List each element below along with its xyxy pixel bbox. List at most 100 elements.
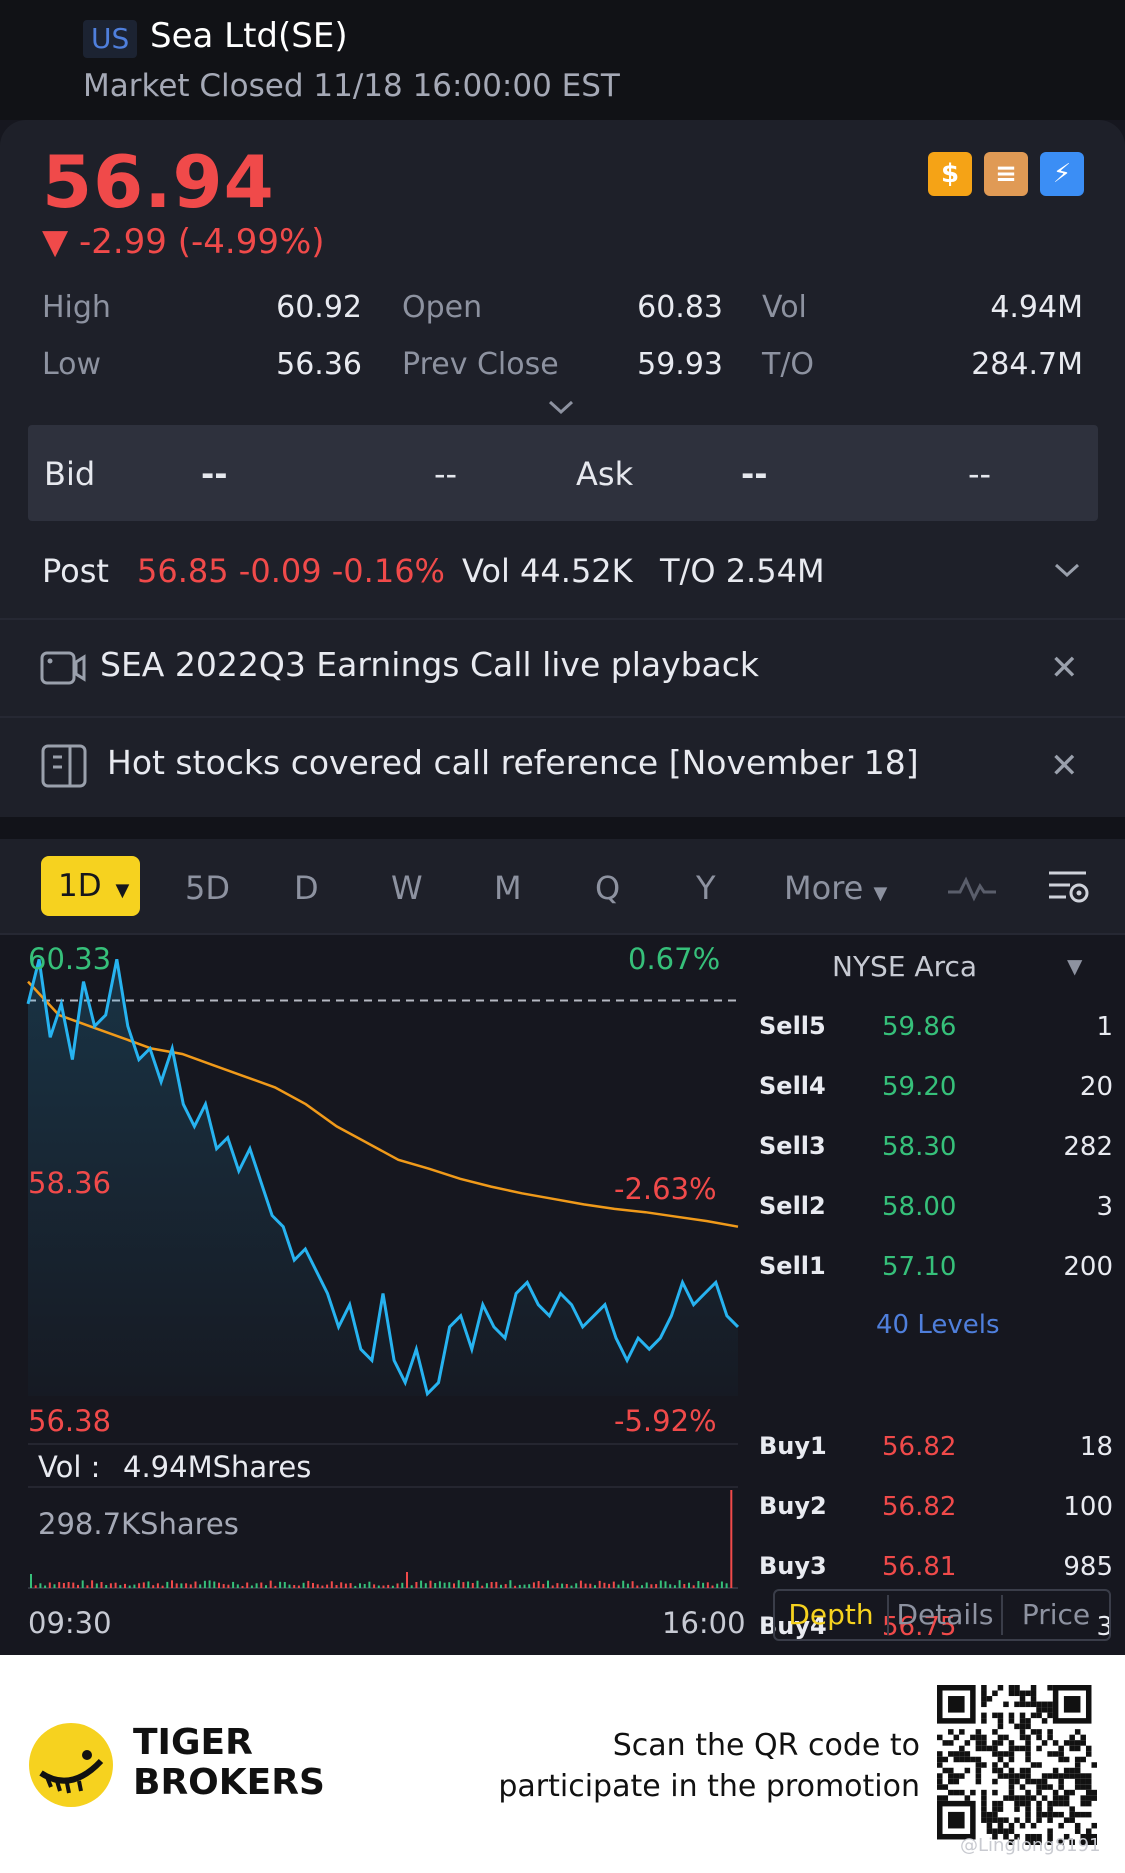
volume-bar — [246, 1582, 249, 1588]
price-area-fill — [28, 959, 738, 1396]
period-tab-q[interactable]: Q — [595, 869, 621, 907]
buy-level[interactable]: Buy4 56.75 3 — [745, 1612, 1125, 1652]
watermark: @Linglong8191 — [960, 1835, 1101, 1856]
level-price: 59.86 — [882, 1012, 957, 1042]
notice-earnings-call[interactable]: SEA 2022Q3 Earnings Call live playback ✕ — [0, 620, 1125, 716]
volume-bar — [589, 1583, 592, 1588]
tab-price[interactable]: Price — [1021, 1598, 1091, 1631]
volume-bar — [641, 1585, 643, 1588]
level-qty: 3 — [1096, 1612, 1113, 1642]
turnover-label: T/O — [762, 347, 815, 382]
post-market-row[interactable]: Post 56.85 -0.09 -0.16% Vol 44.52K T/O 2… — [0, 525, 1125, 620]
period-selector: 1D ▼ 5D D W M Q Y More ▼ — [0, 839, 1125, 934]
sell-level[interactable]: Sell2 58.00 3 — [745, 1192, 1125, 1232]
price-chart-svg — [26, 958, 740, 1589]
volume-bar — [420, 1580, 423, 1588]
sell-level[interactable]: Sell1 57.10 200 — [745, 1252, 1125, 1292]
volume-bar — [438, 1581, 441, 1588]
volume-bar — [241, 1586, 244, 1588]
volume-bar — [232, 1581, 235, 1588]
brand-line-2: BROKERS — [133, 1762, 325, 1803]
volume-bar — [523, 1584, 526, 1588]
period-label: 1D — [58, 868, 102, 904]
period-tab-1d[interactable]: 1D ▼ — [41, 856, 140, 916]
level-qty: 18 — [1079, 1432, 1113, 1462]
volume-bar — [194, 1581, 197, 1588]
sell-level[interactable]: Sell5 59.86 1 — [745, 1012, 1125, 1052]
volume-bar — [189, 1584, 192, 1588]
volume-bar — [650, 1584, 653, 1588]
volume-value: 4.94MShares — [123, 1450, 312, 1484]
pct-mid: -2.63% — [614, 1172, 717, 1206]
depth-tab-bar: Depth Details Price — [773, 1589, 1111, 1641]
time-start: 09:30 — [28, 1606, 112, 1640]
stack-icon[interactable]: ≡ — [984, 152, 1028, 196]
indicator-icon[interactable] — [946, 874, 998, 902]
more-label: More — [784, 869, 864, 907]
volume-bar — [260, 1582, 263, 1588]
volume-bar — [77, 1584, 79, 1588]
volume-bar — [288, 1584, 291, 1588]
qr-code[interactable] — [937, 1685, 1097, 1845]
period-tab-5d[interactable]: 5D — [185, 869, 230, 907]
volume-bar — [255, 1583, 258, 1588]
level-price: 56.82 — [882, 1492, 957, 1522]
volume-bar — [199, 1584, 202, 1588]
volume-bar — [565, 1584, 568, 1588]
volume-bar — [302, 1582, 305, 1588]
lightning-icon[interactable]: ⚡ — [1040, 152, 1084, 196]
volume-bar — [39, 1583, 42, 1588]
tab-details[interactable]: Details — [896, 1598, 994, 1631]
tiger-brokers-logo — [29, 1723, 113, 1807]
average-price-line — [27, 980, 739, 1228]
intraday-chart[interactable]: 60.33 58.36 56.38 0.67% -2.63% -5.92% Vo… — [0, 936, 746, 1656]
volume-bar — [410, 1585, 413, 1588]
post-expand-icon[interactable] — [1052, 559, 1082, 583]
buy-level[interactable]: Buy2 56.82 100 — [745, 1492, 1125, 1532]
level-label: Sell4 — [759, 1072, 826, 1100]
document-icon — [41, 744, 87, 788]
volume-bar — [706, 1582, 709, 1588]
chart-settings-icon[interactable] — [1046, 867, 1092, 907]
notice-covered-call[interactable]: Hot stocks covered call reference [Novem… — [0, 718, 1125, 814]
volume-bar — [471, 1583, 474, 1588]
volume-bar — [396, 1583, 399, 1588]
divider — [0, 933, 1125, 935]
volume-bar — [594, 1585, 596, 1588]
period-tab-y[interactable]: Y — [696, 869, 716, 907]
buy-level[interactable]: Buy3 56.81 985 — [745, 1552, 1125, 1592]
sell-level[interactable]: Sell4 59.20 20 — [745, 1072, 1125, 1112]
exchange-dropdown-icon[interactable]: ▼ — [1067, 954, 1083, 978]
volume-bars — [30, 1490, 733, 1588]
volume-bar — [608, 1583, 611, 1588]
close-icon[interactable]: ✕ — [1050, 746, 1079, 786]
volume-bar — [457, 1580, 460, 1588]
level-price: 59.20 — [882, 1072, 957, 1102]
volume-bar — [156, 1583, 159, 1588]
volume-bar — [584, 1583, 587, 1588]
volume-bar — [645, 1582, 648, 1588]
volume-bar — [528, 1584, 531, 1588]
tab-depth[interactable]: Depth — [788, 1598, 874, 1631]
expand-chevron-icon[interactable] — [546, 393, 576, 423]
dollar-icon[interactable]: $ — [928, 152, 972, 196]
level-label: Buy2 — [759, 1492, 827, 1520]
volume-bar — [297, 1585, 300, 1588]
sell-level[interactable]: Sell3 58.30 282 — [745, 1132, 1125, 1172]
volume-bar — [692, 1585, 695, 1588]
caret-down-icon: ▼ — [873, 883, 888, 904]
close-icon[interactable]: ✕ — [1050, 648, 1079, 688]
period-tab-m[interactable]: M — [494, 869, 522, 907]
tab-divider — [887, 1595, 889, 1635]
period-tab-w[interactable]: W — [391, 869, 423, 907]
period-tab-d[interactable]: D — [294, 869, 319, 907]
volume-bar — [344, 1583, 347, 1588]
volume-bar — [476, 1580, 479, 1588]
vol-label: Vol — [762, 290, 807, 325]
buy-level[interactable]: Buy1 56.82 18 — [745, 1432, 1125, 1472]
volume-bar — [434, 1583, 437, 1588]
volume-bar — [626, 1583, 629, 1588]
more-periods-button[interactable]: More ▼ — [784, 869, 887, 907]
40-levels-link[interactable]: 40 Levels — [876, 1310, 1000, 1340]
volume-bar — [321, 1585, 324, 1588]
